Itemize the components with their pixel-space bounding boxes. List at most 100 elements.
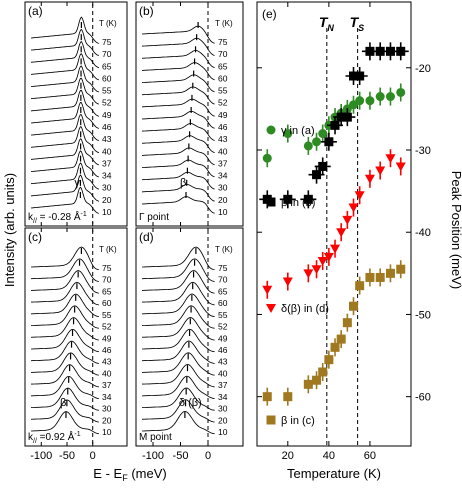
x-tick-label: -50 bbox=[59, 450, 75, 462]
panel-frame bbox=[135, 1, 244, 227]
data-point bbox=[303, 141, 313, 151]
data-point bbox=[342, 215, 353, 225]
edc-curve bbox=[30, 305, 99, 329]
edc-curve bbox=[30, 77, 100, 105]
temperature-label: 30 bbox=[218, 183, 228, 193]
data-point bbox=[262, 392, 272, 402]
x-tick-label: 0 bbox=[90, 450, 96, 462]
edc-panel-a: (a) T (K) 75 70 65 60 55 52 49 46 43 40 37 34 30 20 10 γ k… bbox=[24, 1, 128, 227]
x-axis-label-left: E - EF (meV) bbox=[93, 466, 166, 483]
edc-curve bbox=[30, 174, 100, 202]
data-point bbox=[303, 379, 313, 389]
temperature-label: 34 bbox=[102, 171, 112, 181]
edc-curve bbox=[30, 138, 100, 166]
temperature-label: 46 bbox=[102, 122, 112, 132]
edc-curve bbox=[30, 114, 100, 141]
data-point bbox=[365, 272, 375, 282]
legend-entry: β in (b) bbox=[281, 197, 315, 209]
data-point bbox=[303, 194, 313, 204]
edc-curve bbox=[141, 25, 215, 44]
data-point bbox=[330, 244, 341, 254]
data-point bbox=[318, 129, 328, 139]
data-point bbox=[354, 191, 365, 201]
temperature-label: 37 bbox=[102, 380, 112, 390]
temperature-label: 55 bbox=[218, 310, 228, 320]
panel-frame bbox=[135, 227, 244, 447]
series bbox=[262, 260, 406, 406]
temperature-header: T (K) bbox=[99, 245, 117, 254]
data-point bbox=[375, 166, 386, 176]
temperature-label: 65 bbox=[102, 61, 112, 71]
panel-info: k// =0.92 Å-1 bbox=[28, 430, 81, 445]
data-point bbox=[385, 92, 395, 102]
data-point bbox=[283, 194, 293, 204]
data-point bbox=[262, 153, 272, 163]
temperature-label: 40 bbox=[218, 368, 228, 378]
temperature-label: 40 bbox=[102, 146, 112, 156]
edc-curve bbox=[142, 147, 215, 166]
edc-curve bbox=[142, 86, 215, 105]
edc-curve bbox=[31, 352, 99, 376]
temperature-label: 43 bbox=[102, 357, 112, 367]
data-point bbox=[266, 197, 276, 207]
data-point bbox=[312, 170, 322, 180]
data-point bbox=[312, 137, 322, 147]
edc-curve bbox=[142, 37, 215, 56]
data-point bbox=[312, 375, 322, 385]
series bbox=[262, 83, 406, 168]
edc-curve bbox=[30, 387, 99, 411]
temperature-label: 70 bbox=[218, 275, 228, 285]
edc-curve bbox=[142, 123, 215, 141]
transition-label: TN bbox=[319, 14, 335, 33]
edc-curve bbox=[142, 62, 215, 81]
data-point bbox=[365, 46, 375, 56]
temperature-label: 40 bbox=[218, 146, 228, 156]
transition-label: TS bbox=[350, 14, 365, 33]
edc-curve bbox=[30, 375, 99, 400]
y-axis-label: Peak Position (meV) bbox=[449, 171, 462, 290]
temperature-label: 49 bbox=[218, 110, 228, 120]
edc-curve bbox=[30, 102, 100, 129]
data-point bbox=[318, 161, 328, 171]
data-point bbox=[355, 96, 365, 106]
x-tick-label: -50 bbox=[173, 450, 189, 462]
series bbox=[262, 149, 406, 299]
edc-curve bbox=[141, 196, 215, 214]
panel-label: (a) bbox=[28, 4, 43, 18]
temperature-label: 75 bbox=[218, 37, 228, 47]
edc-curve bbox=[30, 399, 99, 423]
data-point bbox=[324, 137, 334, 147]
temperature-label: 10 bbox=[102, 427, 112, 437]
chart-frame bbox=[256, 1, 412, 447]
data-point bbox=[330, 120, 340, 130]
x-tick-label: -100 bbox=[142, 450, 164, 462]
edc-curve bbox=[141, 293, 215, 318]
panel-label: (d) bbox=[139, 230, 154, 244]
panel-info: Γ point bbox=[139, 212, 169, 223]
temperature-label: 55 bbox=[102, 310, 112, 320]
temperature-label: 65 bbox=[102, 286, 112, 296]
temperature-label: 60 bbox=[102, 298, 112, 308]
edc-curve bbox=[142, 281, 215, 306]
temperature-label: 70 bbox=[218, 49, 228, 59]
data-point bbox=[266, 415, 276, 425]
temperature-label: 75 bbox=[102, 263, 112, 273]
temperature-label: 52 bbox=[102, 322, 112, 332]
edc-curve bbox=[31, 246, 99, 271]
panel-frame bbox=[24, 1, 128, 227]
edc-curve bbox=[141, 74, 215, 93]
edc-curve bbox=[30, 65, 100, 93]
temperature-label: 49 bbox=[218, 333, 228, 343]
edc-panel-b: (b) T (K) 75 70 65 60 55 52 49 46 43 40 37 34 30 20 10 β Γ… bbox=[135, 1, 244, 227]
y-tick-label: -30 bbox=[415, 145, 431, 157]
edc-curve bbox=[142, 171, 215, 190]
edc-curve bbox=[30, 293, 99, 318]
temperature-label: 37 bbox=[218, 158, 228, 168]
temperature-label: 52 bbox=[218, 322, 228, 332]
y-tick-label: -20 bbox=[415, 63, 431, 75]
feature-label: δ (β) bbox=[179, 397, 202, 409]
temperature-label: 46 bbox=[218, 345, 228, 355]
